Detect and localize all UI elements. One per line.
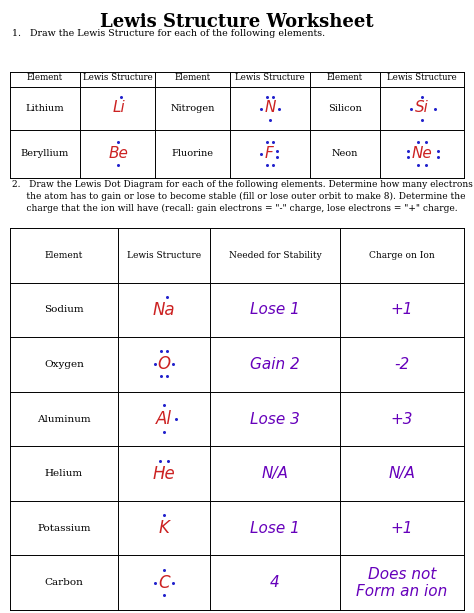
Text: N: N	[264, 100, 276, 115]
Text: Lose 1: Lose 1	[250, 302, 300, 318]
Text: Fluorine: Fluorine	[172, 150, 213, 159]
Text: Nitrogen: Nitrogen	[170, 104, 215, 113]
Text: +1: +1	[391, 302, 413, 318]
Text: Element: Element	[174, 73, 210, 82]
Text: +3: +3	[391, 411, 413, 427]
Text: Si: Si	[415, 100, 429, 115]
Text: Lewis Structure Worksheet: Lewis Structure Worksheet	[100, 13, 374, 31]
Text: K: K	[159, 519, 169, 537]
Text: Lewis Structure: Lewis Structure	[127, 251, 201, 260]
Text: charge that the ion will have (recall: gain electrons = "-" charge, lose electro: charge that the ion will have (recall: g…	[12, 204, 457, 213]
Text: Carbon: Carbon	[45, 578, 83, 587]
Text: Needed for Stability: Needed for Stability	[228, 251, 321, 260]
Text: Gain 2: Gain 2	[250, 357, 300, 372]
Text: +1: +1	[391, 520, 413, 536]
Text: F: F	[264, 145, 273, 161]
Text: He: He	[153, 465, 175, 482]
Text: Lewis Structure: Lewis Structure	[235, 73, 305, 82]
Text: the atom has to gain or lose to become stable (fill or lose outer orbit to make : the atom has to gain or lose to become s…	[12, 192, 465, 201]
Text: 2.   Draw the Lewis Dot Diagram for each of the following elements. Determine ho: 2. Draw the Lewis Dot Diagram for each o…	[12, 180, 473, 189]
Text: Potassium: Potassium	[37, 524, 91, 533]
Text: Sodium: Sodium	[44, 305, 84, 314]
Text: Silicon: Silicon	[328, 104, 362, 113]
Text: Na: Na	[153, 301, 175, 319]
Text: Aluminum: Aluminum	[37, 414, 91, 424]
Text: O: O	[157, 356, 171, 373]
Text: Al: Al	[156, 410, 172, 428]
Text: Oxygen: Oxygen	[44, 360, 84, 369]
Text: Element: Element	[27, 73, 63, 82]
Text: Lithium: Lithium	[26, 104, 64, 113]
Text: Lose 1: Lose 1	[250, 520, 300, 536]
Text: Lewis Structure: Lewis Structure	[387, 73, 457, 82]
Text: Element: Element	[327, 73, 363, 82]
Text: Helium: Helium	[45, 469, 83, 478]
Text: N/A: N/A	[389, 466, 415, 481]
Text: Element: Element	[45, 251, 83, 260]
Text: N/A: N/A	[262, 466, 289, 481]
Text: Li: Li	[112, 100, 125, 115]
Text: Does not
Form an ion: Does not Form an ion	[356, 566, 447, 599]
Text: C: C	[158, 574, 170, 592]
Text: Be: Be	[109, 145, 128, 161]
Text: -2: -2	[394, 357, 410, 372]
Text: 4: 4	[270, 575, 280, 590]
Text: Lewis Structure: Lewis Structure	[82, 73, 152, 82]
Text: Charge on Ion: Charge on Ion	[369, 251, 435, 260]
Text: Ne: Ne	[411, 145, 432, 161]
Text: Neon: Neon	[332, 150, 358, 159]
Text: Beryllium: Beryllium	[21, 150, 69, 159]
Text: Lose 3: Lose 3	[250, 411, 300, 427]
Text: 1.   Draw the Lewis Structure for each of the following elements.: 1. Draw the Lewis Structure for each of …	[12, 29, 325, 38]
